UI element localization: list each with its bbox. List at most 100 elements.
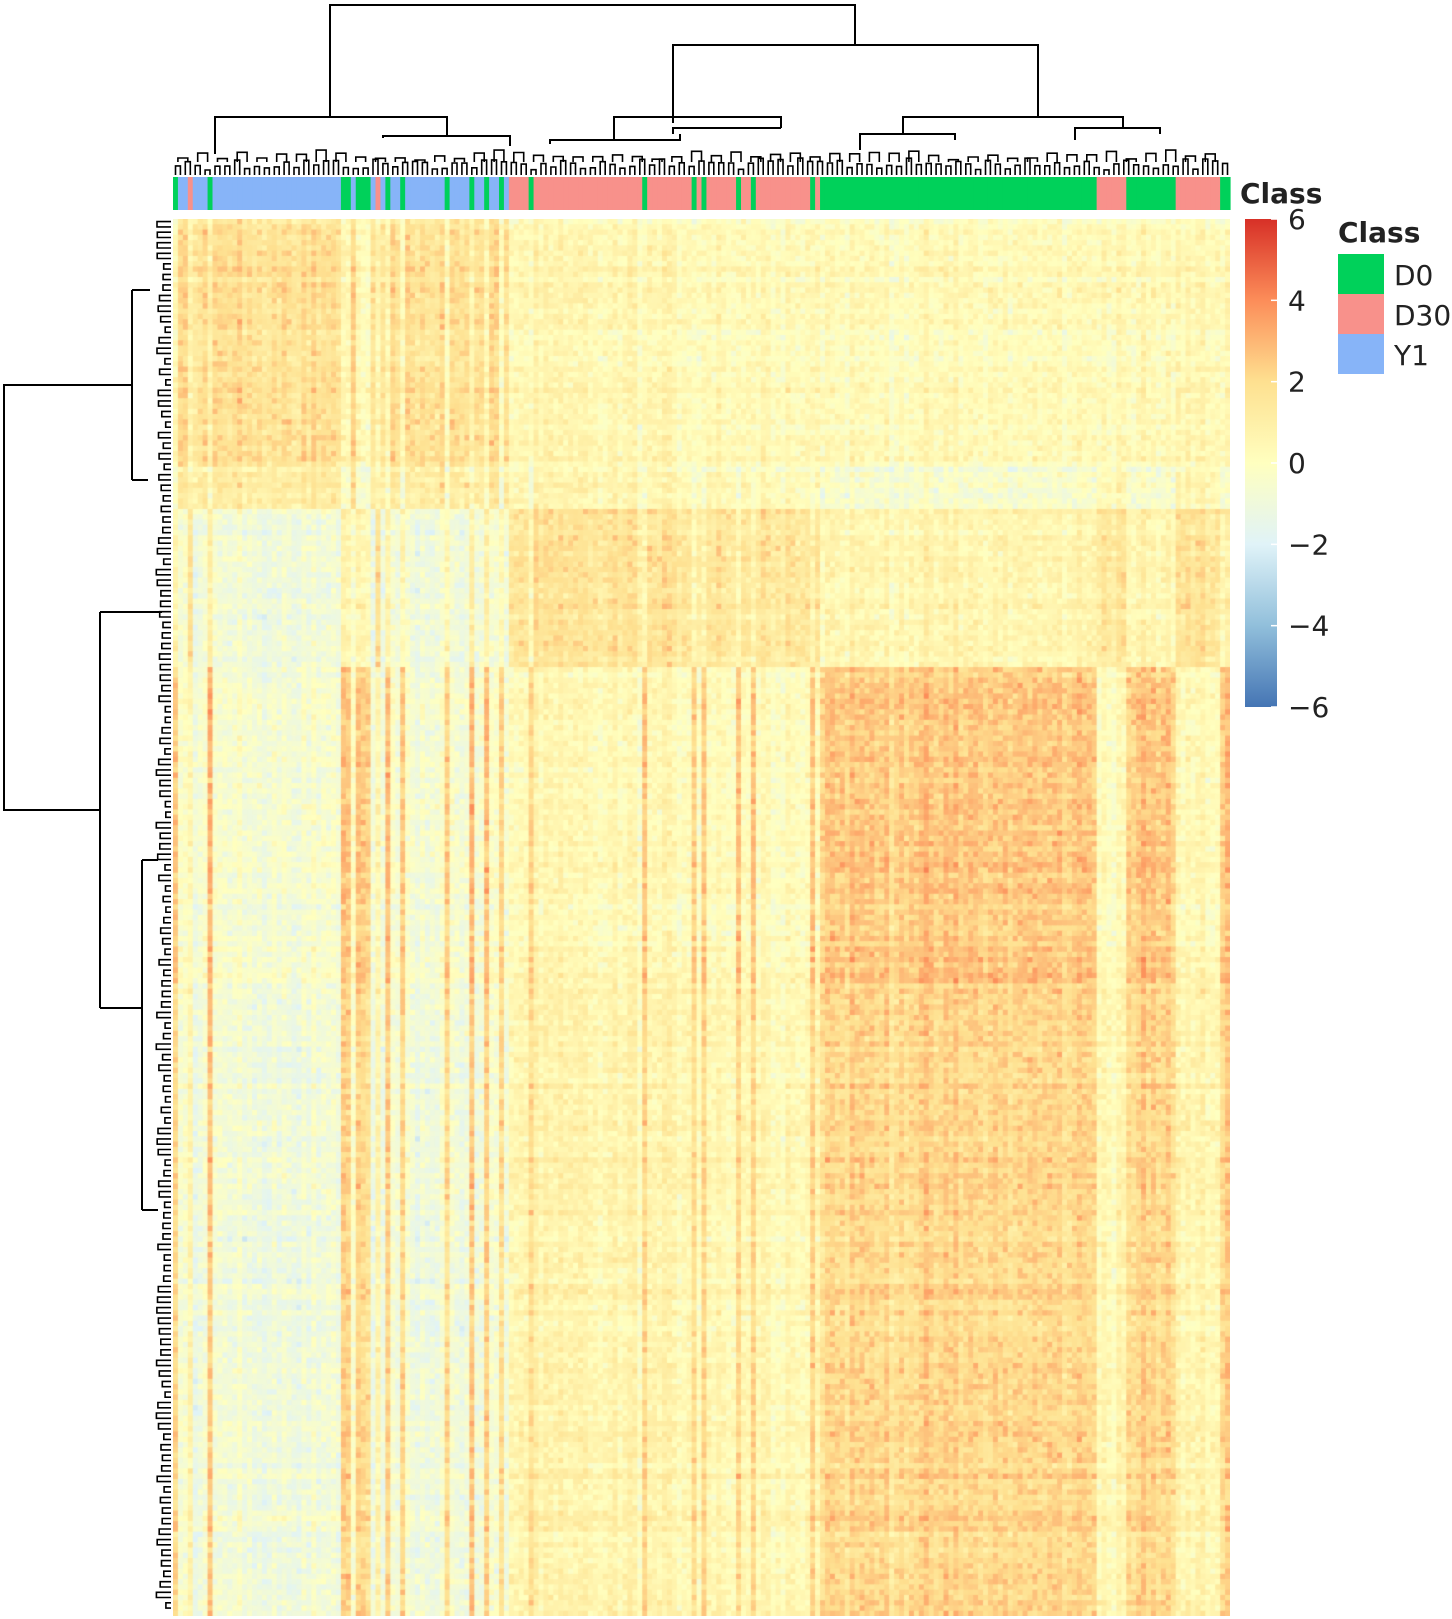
class-cell-y1 (415, 177, 421, 210)
class-cell-d30 (513, 177, 520, 210)
class-cell-d0 (1146, 177, 1152, 210)
row-dendrogram-leaves (155, 220, 171, 1609)
class-cell-d0 (400, 177, 406, 210)
class-cell-y1 (464, 177, 470, 210)
class-cell-y1 (326, 177, 332, 210)
class-cell-d0 (894, 177, 900, 210)
class-cell-y1 (424, 177, 431, 210)
class-cell-d0 (928, 177, 935, 210)
class-cell-d30 (696, 177, 703, 210)
legend-label-y1: Y1 (1393, 339, 1429, 372)
colorbar: Class 6 4 2 0 −2 −4 −6 (1240, 177, 1329, 724)
class-cell-y1 (202, 177, 209, 210)
class-cell-d30 (1116, 177, 1122, 210)
class-cell-d0 (908, 177, 915, 210)
class-cell-d0 (889, 177, 895, 210)
class-cell-d30 (666, 177, 673, 210)
class-cell-d0 (953, 177, 959, 210)
class-cell-d30 (661, 177, 668, 210)
class-cell-d30 (1106, 177, 1113, 210)
class-cell-d0 (1165, 177, 1172, 210)
class-cell-d30 (706, 177, 712, 210)
class-cell-y1 (479, 177, 485, 210)
class-cell-d0 (1081, 177, 1088, 210)
class-cell-d30 (1185, 177, 1192, 210)
class-cell-y1 (177, 177, 184, 210)
class-cell-d0 (355, 177, 362, 210)
class-cell-d30 (587, 177, 594, 210)
class-cell-y1 (291, 177, 298, 210)
legend-swatch-d30 (1338, 294, 1384, 334)
class-annotation-bar (173, 177, 1231, 210)
class-cell-y1 (301, 177, 307, 210)
class-cell-d0 (834, 177, 841, 210)
class-cell-d0 (1220, 177, 1226, 210)
class-cell-y1 (232, 177, 238, 210)
class-cell-d0 (933, 177, 940, 210)
class-cell-d30 (568, 177, 574, 210)
class-cell-d0 (385, 177, 391, 210)
class-cell-d30 (518, 177, 525, 210)
class-cell-d30 (647, 177, 653, 210)
class-cell-d30 (1200, 177, 1206, 210)
class-cell-y1 (296, 177, 303, 210)
class-cell-d0 (869, 177, 875, 210)
class-cell-d30 (681, 177, 688, 210)
class-cell-d0 (824, 177, 831, 210)
class-cell-y1 (410, 177, 416, 210)
class-cell-d0 (983, 177, 989, 210)
legend-label-d0: D0 (1394, 259, 1433, 292)
class-cell-d0 (884, 177, 890, 210)
class-cell-d30 (775, 177, 782, 210)
class-cell-d0 (987, 177, 994, 210)
class-cell-d0 (345, 177, 352, 210)
class-cell-d30 (627, 177, 633, 210)
class-cell-d0 (904, 177, 910, 210)
class-cell-y1 (212, 177, 219, 210)
colorbar-tick-label: −2 (1288, 528, 1329, 561)
class-cell-d30 (1195, 177, 1201, 210)
class-cell-d30 (676, 177, 683, 210)
class-cell-d0 (963, 177, 969, 210)
class-cell-d30 (1121, 177, 1127, 210)
class-cell-d30 (721, 177, 727, 210)
class-cell-d0 (992, 177, 999, 210)
class-cell-d30 (592, 177, 599, 210)
class-cell-d0 (1071, 177, 1078, 210)
class-cell-d0 (1042, 177, 1048, 210)
column-dendrogram-leaves (174, 149, 1229, 175)
class-cell-d0 (469, 177, 475, 210)
class-cell-d30 (671, 177, 678, 210)
class-cell-d30 (760, 177, 767, 210)
class-cell-d0 (1126, 177, 1132, 210)
class-cell-d0 (958, 177, 964, 210)
class-cell-y1 (503, 177, 510, 210)
class-cell-d30 (1190, 177, 1197, 210)
legend-swatch-y1 (1338, 334, 1384, 374)
class-cell-y1 (336, 177, 342, 210)
class-cell-d30 (617, 177, 624, 210)
class-cell-d0 (1170, 177, 1177, 210)
class-cell-d0 (1150, 177, 1157, 210)
class-cell-y1 (380, 177, 386, 210)
class-cell-d30 (622, 177, 629, 210)
class-cell-d30 (770, 177, 777, 210)
class-cell-y1 (454, 177, 461, 210)
class-cell-d30 (726, 177, 732, 210)
class-cell-d30 (815, 177, 821, 210)
class-cell-d0 (918, 177, 925, 210)
class-cell-d0 (498, 177, 505, 210)
class-cell-y1 (227, 177, 233, 210)
class-cell-d0 (1136, 177, 1142, 210)
class-cell-d0 (642, 177, 648, 210)
class-cell-y1 (271, 177, 278, 210)
class-cell-d30 (602, 177, 609, 210)
class-cell-y1 (459, 177, 466, 210)
class-cell-d30 (1210, 177, 1216, 210)
class-cell-d0 (997, 177, 1004, 210)
class-cell-d30 (1096, 177, 1103, 210)
class-cell-d30 (1111, 177, 1117, 210)
class-cell-d30 (741, 177, 747, 210)
class-cell-d0 (365, 177, 372, 210)
